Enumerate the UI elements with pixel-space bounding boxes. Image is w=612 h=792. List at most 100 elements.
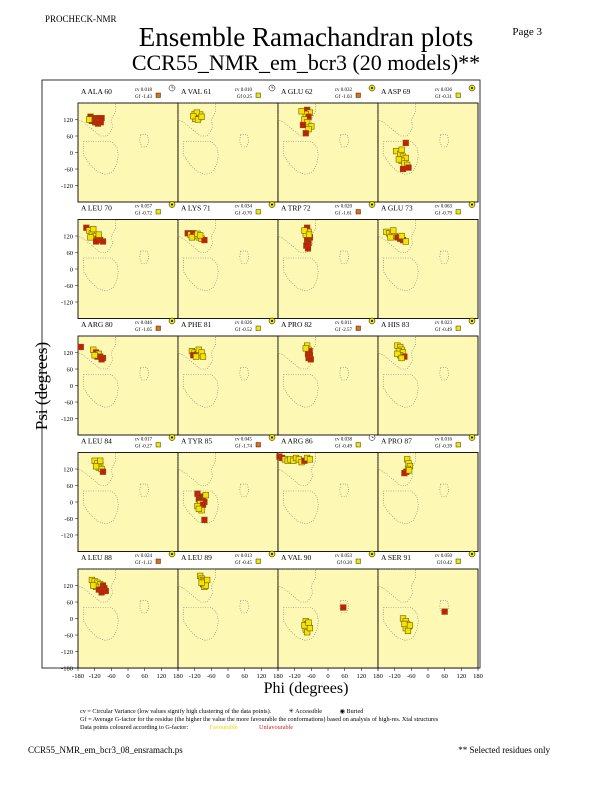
buried-icon-core — [171, 436, 173, 439]
panel-background — [177, 452, 279, 552]
allowed-region-outline — [77, 452, 116, 486]
panel-background — [377, 452, 479, 552]
y-tick-label: -120 — [61, 183, 73, 190]
data-point — [92, 238, 100, 245]
buried-label: Buried — [346, 708, 364, 715]
x-tick-label: 60 — [241, 673, 248, 680]
x-tick-label: 180 — [273, 673, 283, 680]
data-point — [404, 627, 412, 634]
gf-value: Gf -1.61 — [335, 212, 352, 217]
cv-note: cv = Circular Variance (low values signi… — [80, 708, 272, 715]
data-point — [307, 356, 314, 363]
data-point — [197, 232, 204, 239]
buried-icon — [168, 434, 176, 441]
residue-label: A TYR 85 — [181, 437, 212, 446]
favourable-label: Favourable — [209, 724, 238, 731]
buried-icon-core — [371, 320, 373, 322]
x-tick-label: 60 — [441, 673, 448, 680]
gf-value: Gf 0.25 — [237, 95, 253, 100]
accessible-icon — [268, 84, 276, 92]
cv-value: cv 0.018 — [135, 88, 153, 93]
data-point — [387, 234, 394, 241]
allowed-region-outline — [377, 335, 416, 370]
data-point — [92, 463, 100, 470]
cv-value: cv 0.063 — [435, 205, 453, 210]
panel-background — [277, 452, 379, 552]
data-point — [97, 457, 104, 464]
data-point — [402, 238, 409, 245]
data-point — [394, 350, 401, 357]
allowed-region-outline — [377, 568, 416, 603]
data-point — [406, 622, 414, 629]
residue-label: A ARG 80 — [81, 320, 113, 329]
gf-colour-box — [355, 209, 361, 215]
buried-icon — [268, 434, 276, 441]
residue-label: A HIS 83 — [381, 320, 410, 329]
selected-note: ** Selected residues only — [458, 745, 550, 755]
y-tick-label: 0 — [70, 383, 73, 390]
gf-value: Gf -0.70 — [235, 212, 252, 217]
cv-value: cv 0.050 — [435, 554, 453, 559]
buried-icon-core — [471, 436, 473, 439]
buried-icon — [168, 317, 176, 325]
gf-note: Gf = Average G-factor for the residue (t… — [80, 716, 439, 723]
x-tick-label: -120 — [89, 673, 101, 680]
unfavourable-label: Unfavourable — [259, 724, 294, 731]
y-tick-label: -60 — [64, 166, 73, 173]
x-tick-label: 120 — [356, 673, 366, 680]
x-tick-label: 0 — [126, 673, 129, 680]
allowed-region-outline — [277, 102, 316, 137]
y-tick-label: 60 — [67, 483, 74, 490]
cv-value: cv 0.053 — [335, 554, 353, 559]
buried-icon — [168, 201, 176, 208]
program-name: PROCHECK-NMR — [45, 14, 117, 24]
x-axis-label: Phi (degrees) — [263, 680, 349, 697]
data-point — [201, 516, 208, 523]
buried-icon-core — [171, 553, 173, 555]
data-point — [395, 156, 402, 163]
data-point — [399, 165, 407, 173]
buried-icon-core — [471, 87, 473, 89]
gf-colour-box — [155, 558, 161, 564]
data-point — [98, 356, 105, 363]
gf-value: Gf -0.52 — [235, 328, 252, 333]
y-tick-label: -60 — [64, 632, 73, 639]
allowed-region-outline — [77, 335, 116, 370]
residue-label: A ASP 69 — [381, 87, 411, 96]
buried-icon-core — [471, 553, 473, 555]
cv-value: cv 0.036 — [435, 88, 453, 93]
gf-colour-box — [255, 325, 261, 331]
y-tick-label: 120 — [63, 350, 73, 357]
panel-background — [277, 335, 379, 436]
panel-background — [277, 219, 379, 319]
gf-value: Gf -0.72 — [135, 212, 152, 217]
gf-value: Gf -1.74 — [235, 445, 252, 450]
x-tick-label: 0 — [326, 673, 329, 680]
x-tick-label: -60 — [107, 673, 116, 680]
file-name: CCR55_NMR_em_bcr3_08_ensramach.ps — [28, 745, 183, 755]
gf-value: Gf -1.03 — [335, 95, 352, 100]
page-subtitle: CCR55_NMR_em_bcr3 (20 models)** — [131, 50, 481, 75]
buried-icon-core — [371, 553, 373, 555]
accessible-icon-mark — [371, 435, 374, 438]
data-point — [305, 619, 312, 626]
residue-label: A LEU 70 — [81, 204, 112, 213]
y-tick-label: 120 — [63, 466, 73, 473]
y-axis-label: Psi (degrees) — [32, 341, 51, 431]
data-point — [95, 231, 102, 238]
cv-value: cv 0.026 — [235, 321, 253, 326]
buried-icon — [468, 550, 476, 558]
data-point — [306, 625, 314, 632]
gf-value: Gf -0.79 — [435, 212, 452, 217]
cv-value: cv 0.057 — [135, 205, 153, 210]
residue-label: A LYS 71 — [181, 204, 211, 213]
page-number: Page 3 — [512, 26, 542, 38]
gf-value: Gf -0.49 — [335, 445, 352, 450]
panel-background — [177, 568, 279, 669]
buried-icon — [168, 550, 176, 558]
data-point — [398, 354, 405, 362]
y-tick-label: 0 — [70, 150, 73, 157]
buried-icon — [468, 317, 476, 325]
buried-icon-core — [271, 203, 273, 206]
